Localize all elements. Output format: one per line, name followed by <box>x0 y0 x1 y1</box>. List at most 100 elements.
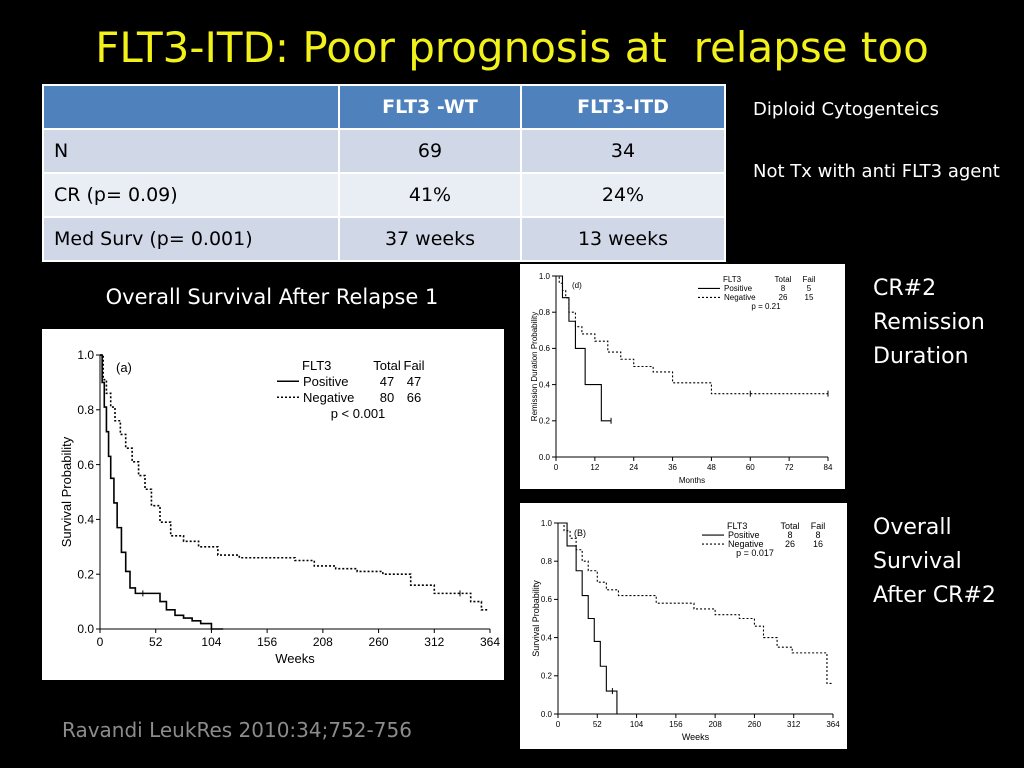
legend-col-fail: Fail <box>803 275 816 284</box>
y-tick-label: 0.8 <box>77 403 94 417</box>
y-tick-label: 0.0 <box>539 453 551 462</box>
table-cell: 41% <box>338 172 522 218</box>
caption-os-after-relapse: Overall Survival After Relapse 1 <box>105 285 439 309</box>
y-tick-label: 0.6 <box>77 458 94 472</box>
table-row: CR (p= 0.09) 41% 24% <box>42 172 726 218</box>
chart-panel-a: 0 52 104 156 208 260 312 364 0.0 0.2 0.4 0.6 0.8 1.0 W… <box>42 329 504 680</box>
x-tick-label: 312 <box>424 635 444 649</box>
remission-duration-chart: 0 12 24 36 48 60 72 84 0.0 0.2 0.4 0.6 0.8 1.0 Months R… <box>530 272 833 485</box>
x-tick-label: 52 <box>149 635 163 649</box>
y-tick-label: 0.8 <box>541 557 553 566</box>
x-tick-label: 312 <box>787 720 801 729</box>
y-tick-label: 1.0 <box>541 519 553 528</box>
note-treatment: Not Tx with anti FLT3 agent <box>753 161 1000 182</box>
caption-line: Survival <box>873 549 962 574</box>
legend-series-name: Negative <box>728 539 764 549</box>
x-tick-label: 24 <box>629 463 638 472</box>
legend-pvalue: p = 0.017 <box>736 548 774 558</box>
x-tick-label: 208 <box>313 635 333 649</box>
table-row: Med Surv (p= 0.001) 37 weeks 13 weeks <box>42 216 726 262</box>
x-tick-label: 36 <box>668 463 677 472</box>
legend-series-fail: 15 <box>805 293 814 302</box>
y-tick-label: 0.0 <box>541 710 553 719</box>
y-tick-label: 0.2 <box>541 672 553 681</box>
legend-col-total: Total <box>780 521 799 531</box>
series-line-negative <box>556 275 828 395</box>
legend-series-total: 26 <box>785 539 795 549</box>
series-line-negative <box>100 354 488 611</box>
x-tick-label: 156 <box>257 635 277 649</box>
legend-series-name: Positive <box>724 284 753 293</box>
legend-series-total: 8 <box>781 284 786 293</box>
legend-series-name: Positive <box>303 374 349 389</box>
series-line-negative <box>558 522 833 684</box>
x-tick-label: 0 <box>97 635 104 649</box>
legend-series-fail: 66 <box>407 390 421 405</box>
legend-series-fail: 5 <box>807 284 812 293</box>
x-tick-label: 260 <box>369 635 389 649</box>
x-tick-label: 208 <box>708 720 722 729</box>
x-tick-label: 364 <box>480 635 500 649</box>
y-tick-label: 0.2 <box>539 417 551 426</box>
chart-panel-d: 0 12 24 36 48 60 72 84 0.0 0.2 0.4 0.6 0.8 1.0 Months R… <box>520 264 845 489</box>
citation: Ravandi LeukRes 2010:34;752-756 <box>62 718 412 742</box>
legend-pvalue: p < 0.001 <box>331 406 386 421</box>
legend-series-name: Positive <box>728 530 760 540</box>
y-tick-label: 0.4 <box>77 513 94 527</box>
table-cell: 34 <box>520 128 726 174</box>
y-tick-label: 0.4 <box>539 380 551 389</box>
y-axis-title: Survival Probability <box>531 580 541 657</box>
series-line-positive <box>556 275 612 422</box>
x-tick-label: 48 <box>707 463 716 472</box>
caption-line: Remission <box>873 310 985 335</box>
table-row: N 69 34 <box>42 128 726 174</box>
legend-series-total: 47 <box>380 374 394 389</box>
legend-series-fail: 16 <box>813 539 823 549</box>
panel-tag: (B) <box>574 528 586 538</box>
table-cell: CR (p= 0.09) <box>42 172 340 218</box>
y-tick-label: 0.0 <box>77 622 94 636</box>
legend-series-name: Negative <box>724 293 756 302</box>
table-header-row: FLT3 -WT FLT3-ITD <box>42 84 726 130</box>
y-axis-title: Remission Duration Probability <box>530 312 539 421</box>
panel-tag: (d) <box>572 281 582 290</box>
y-tick-label: 1.0 <box>77 348 94 362</box>
x-tick-label: 60 <box>746 463 755 472</box>
legend-col-total: Total <box>373 358 401 373</box>
caption-cr2-remission: CR#2 Remission Duration <box>873 272 1023 374</box>
y-axis-title: Survival Probability <box>59 436 74 547</box>
side-notes: Diploid Cytogenteics Not Tx with anti FL… <box>753 94 1013 218</box>
x-tick-label: 104 <box>201 635 221 649</box>
panel-tag: (a) <box>116 360 132 375</box>
table-cell: N <box>42 128 340 174</box>
table-cell: 13 weeks <box>520 216 726 262</box>
legend-pvalue: p = 0.21 <box>751 302 781 311</box>
x-axis-title: Weeks <box>275 651 315 666</box>
table-cell: 69 <box>338 128 522 174</box>
caption-os-after-cr2: Overall Survival After CR#2 <box>873 511 1023 613</box>
y-tick-label: 0.6 <box>541 595 553 604</box>
comparison-table: FLT3 -WT FLT3-ITD N 69 34 CR (p= 0.09) 4… <box>42 84 726 262</box>
x-axis-title: Months <box>679 476 705 485</box>
caption-line: After CR#2 <box>873 583 996 608</box>
caption-line: Overall <box>873 515 952 540</box>
y-tick-label: 0.2 <box>77 567 94 581</box>
series-line-positive <box>100 354 224 630</box>
y-tick-label: 0.6 <box>539 344 551 353</box>
legend-series-total: 80 <box>380 390 394 405</box>
legend-col-fail: Fail <box>811 521 826 531</box>
table-cell: 24% <box>520 172 726 218</box>
table-header-itd: FLT3-ITD <box>520 84 726 130</box>
table-header-wt: FLT3 -WT <box>338 84 522 130</box>
legend-title: FLT3 <box>727 521 747 531</box>
note-cytogenetics: Diploid Cytogenteics <box>753 99 940 120</box>
x-tick-label: 72 <box>785 463 794 472</box>
x-tick-label: 156 <box>669 720 683 729</box>
x-tick-label: 12 <box>590 463 599 472</box>
x-axis-title: Weeks <box>682 732 710 742</box>
x-tick-label: 364 <box>826 720 840 729</box>
legend-series-total: 26 <box>779 293 788 302</box>
x-tick-label: 52 <box>593 720 602 729</box>
legend-series-fail: 47 <box>407 374 421 389</box>
x-tick-label: 104 <box>630 720 644 729</box>
